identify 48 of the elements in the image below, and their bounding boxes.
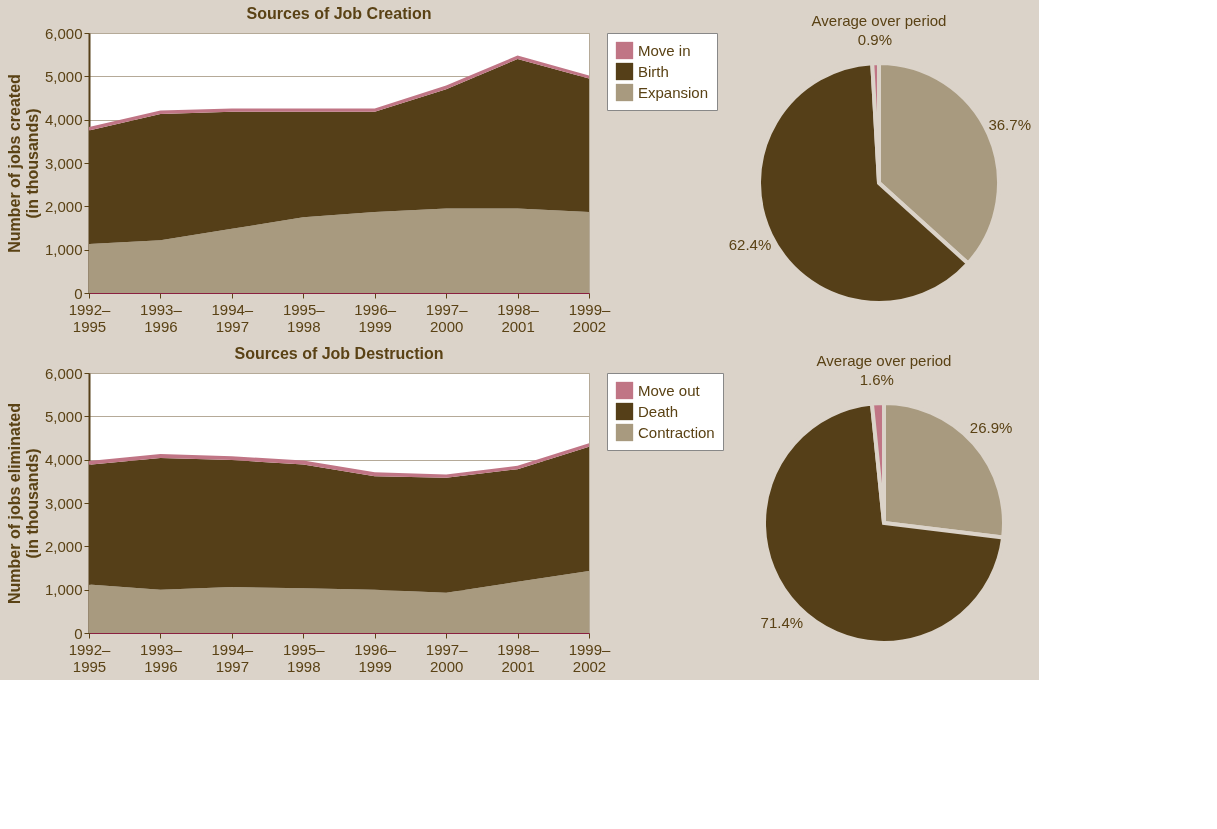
x-tick-label: 1997–2000	[425, 640, 469, 675]
y-tick-label: 0	[74, 624, 83, 642]
y-axis-title: Number of jobs created (in thousands)	[5, 74, 41, 253]
chart-title: Average over period	[816, 352, 952, 369]
data-label: 71.4%	[760, 614, 804, 632]
chart-title: Average over period	[811, 12, 947, 29]
y-tick-label: 6,000	[44, 364, 83, 382]
x-tick-label: 1994–1997	[211, 300, 254, 335]
x-tick-label: 1999–2002	[568, 300, 612, 335]
y-tick-label: 4,000	[44, 451, 83, 469]
x-tick-label: 1995–1998	[282, 640, 326, 675]
x-tick-label: 1992–1995	[68, 640, 112, 675]
legend-label: Move out	[638, 381, 701, 399]
x-tick-label: 1998–2001	[497, 640, 540, 675]
x-tick-label: 1998–2001	[497, 300, 540, 335]
data-label: 36.7%	[988, 115, 1031, 133]
y-tick-label: 2,000	[44, 537, 83, 555]
y-tick-label: 4,000	[44, 111, 83, 129]
data-label: 26.9%	[969, 419, 1013, 437]
x-tick-label: 1996–1999	[354, 640, 397, 675]
chart-title: Sources of Job Destruction	[234, 345, 444, 362]
y-tick-label: 3,000	[44, 494, 83, 512]
y-tick-label: 5,000	[44, 67, 83, 85]
x-tick-label: 1992–1995	[68, 300, 112, 335]
y-tick-label: 2,000	[44, 197, 83, 215]
y-tick-label: 0	[74, 284, 83, 302]
y-tick-label: 5,000	[44, 407, 83, 425]
x-tick-label: 1994–1997	[211, 640, 254, 675]
x-tick-label: 1993–1996	[140, 640, 183, 675]
x-tick-label: 1996–1999	[354, 300, 397, 335]
data-label: 0.9%	[857, 31, 893, 49]
x-tick-label: 1999–2002	[568, 640, 612, 675]
y-tick-label: 1,000	[44, 241, 83, 259]
data-label: 62.4%	[728, 235, 772, 253]
legend-label: Death	[638, 402, 679, 420]
chart-title: Sources of Job Creation	[246, 5, 432, 22]
legend-label: Move in	[638, 41, 691, 59]
legend-label: Contraction	[638, 423, 715, 441]
y-tick-label: 6,000	[44, 24, 83, 42]
y-tick-label: 3,000	[44, 154, 83, 172]
x-tick-label: 1997–2000	[425, 300, 469, 335]
y-axis-title: Number of jobs eliminated (in thousands)	[5, 403, 41, 604]
legend-label: Expansion	[638, 83, 709, 101]
x-tick-label: 1995–1998	[282, 300, 326, 335]
y-tick-label: 1,000	[44, 581, 83, 599]
data-label: 1.6%	[859, 371, 894, 389]
x-tick-label: 1993–1996	[140, 300, 183, 335]
legend-label: Birth	[638, 62, 669, 80]
